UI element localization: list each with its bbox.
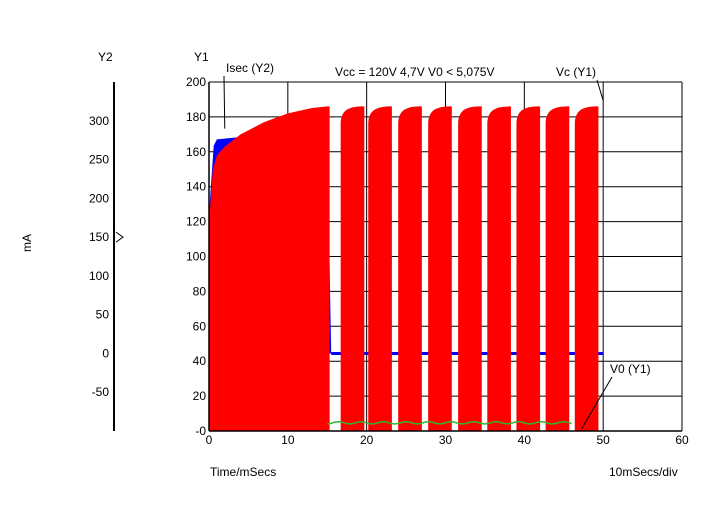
y2-tick-label: 250 [89,153,109,167]
x-tick-label: 60 [675,433,689,447]
vc-pulse [428,106,452,432]
y2-axis-title: Y2 [98,50,113,64]
y1-tick-label: 180 [186,110,206,124]
y1-tick-label: 160 [186,145,206,159]
y2-tick-label: 100 [89,269,109,283]
y2-tick-label: 150 [89,230,109,244]
chart-title: Vcc = 120V 4,7V V0 < 5,075V [335,65,494,79]
x-tick-label: 20 [360,433,374,447]
y1-tick-label: 20 [193,389,207,403]
vc-pulse [458,106,482,432]
x-tick-label: 40 [518,433,532,447]
x-axis-label: Time/mSecs [210,465,276,479]
y1-tick-label: 120 [186,215,206,229]
vc-pulse [487,106,511,432]
y2-tick-label: 50 [96,308,110,322]
v0-series-line [327,420,572,425]
annotation-vc: Vc (Y1) [556,65,596,79]
vc-pulse [398,106,422,432]
vc-pulse [340,106,365,432]
y1-tick-label: 60 [193,319,207,333]
y2-tick-label: -50 [92,385,110,399]
x-tick-label: 30 [439,433,453,447]
vc-pulse [368,106,392,432]
vc-charging-envelope [209,106,330,432]
x-tick-label: 0 [206,433,213,447]
y1-tick-label: 200 [186,75,206,89]
vc-pulse [574,106,599,432]
y2-unit-label: mA [20,234,34,252]
annotation-isec-arrow [223,75,226,129]
x-tick-label: 50 [596,433,610,447]
y2-tick-label: 0 [102,346,109,360]
tick-labels: 0 10 20 30 40 50 60 -0 20 40 60 80 100 120 140 160 180 20… [89,75,689,447]
x-tick-label: 10 [281,433,295,447]
annotation-isec: Isec (Y2) [226,61,274,75]
y1-tick-label: -0 [195,424,206,438]
annotations: Isec (Y2) Vc (Y1) V0 (Y1) [223,61,651,430]
annotation-vc-arrow [596,79,604,101]
y1-axis-title: Y1 [194,50,209,64]
axes [113,82,682,432]
y1-tick-label: 100 [186,250,206,264]
y1-tick-label: 80 [193,284,207,298]
y1-tick-label: 40 [193,354,207,368]
y1-tick-label: 140 [186,180,206,194]
annotation-v0: V0 (Y1) [610,362,651,376]
y2-tick-label: 300 [89,114,109,128]
vc-pulse [545,106,570,432]
x-div-label: 10mSecs/div [609,465,678,479]
y2-marker-icon [115,231,124,243]
annotation-v0-arrow [581,376,613,430]
series-layer [209,106,604,432]
y2-tick-label: 200 [89,191,109,205]
vc-pulse [516,106,541,432]
